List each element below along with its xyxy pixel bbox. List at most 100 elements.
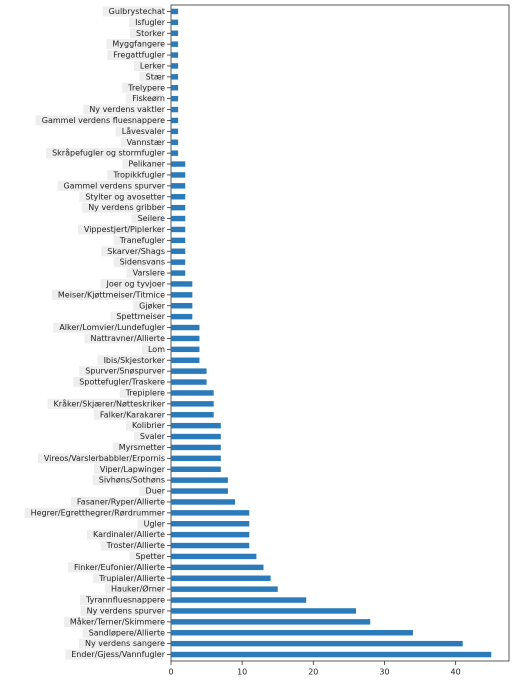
y-tick-label: Isfugler [135, 18, 166, 27]
x-tick-label: 20 [308, 668, 318, 677]
bar [171, 139, 179, 145]
x-tick-label: 30 [379, 668, 389, 677]
bar [171, 150, 179, 156]
label-background [122, 159, 163, 170]
y-tick-label: Viper/Lapwinger [100, 465, 166, 474]
y-tick-label: Lerker [140, 61, 166, 70]
y-tick-label: Gjøker [139, 301, 166, 310]
bar [171, 161, 186, 167]
y-tick-label: Spurver/Snøspurver [85, 367, 165, 376]
bar [171, 477, 228, 483]
y-tick-label: Myrsmetter [119, 443, 166, 452]
label-background [139, 71, 163, 82]
y-tick-label: Sidensvans [120, 258, 165, 267]
label-background [126, 420, 163, 431]
label-background [107, 50, 163, 61]
y-tick-label: Sivhøns/Sothøns [99, 476, 165, 485]
bar [171, 183, 186, 189]
label-background [35, 115, 163, 126]
label-background [110, 311, 163, 322]
label-background [83, 104, 163, 115]
y-tick-label: Alker/Lomvier/Lundefugler [59, 323, 165, 332]
label-background [133, 60, 163, 71]
label-background [82, 627, 163, 638]
label-background [92, 475, 163, 486]
bar [171, 368, 207, 374]
y-tick-label: Svaler [140, 432, 166, 441]
y-tick-label: Duer [146, 487, 166, 496]
y-tick-label: Falker/Karakarer [100, 410, 166, 419]
bar [171, 226, 186, 233]
label-background [93, 573, 163, 584]
bar [171, 379, 207, 385]
bar [171, 488, 228, 494]
y-tick-label: Sandløpere/Allierte [89, 628, 165, 637]
bar [171, 128, 179, 135]
bar [171, 510, 250, 516]
bar [171, 248, 186, 254]
bar [171, 597, 307, 603]
bar [171, 63, 179, 69]
label-background [93, 464, 163, 475]
y-tick-label: Ugler [144, 519, 166, 528]
y-tick-label: Låvesvaler [122, 126, 166, 136]
label-background [102, 6, 163, 17]
bar [171, 204, 186, 211]
bar [171, 586, 278, 592]
bar [171, 8, 179, 15]
label-background [87, 529, 163, 540]
label-background [115, 126, 163, 137]
y-tick-label: Gammel verdens fluesnappere [42, 116, 165, 125]
y-tick-label: Seilere [138, 214, 165, 223]
y-tick-label: Vireos/Varslerbabbler/Erpornis [44, 454, 165, 463]
bar [171, 564, 264, 571]
y-tick-label: Gammel verdens spurver [63, 181, 165, 190]
y-tick-label: Trelypere [127, 83, 165, 92]
y-tick-label: Vannstær [127, 138, 166, 147]
label-background [130, 28, 163, 39]
y-tick-label: Joer og tyvjoer [106, 279, 166, 288]
y-tick-label: Ny verdens gribber [88, 203, 166, 212]
y-tick-label: Spottefugler/Traskere [79, 378, 165, 387]
bar [171, 19, 179, 26]
bar [171, 335, 200, 342]
bar [171, 531, 250, 538]
label-background [37, 453, 163, 464]
y-tick-label: Fasaner/Ryper/Allierte [77, 497, 165, 506]
label-background [77, 224, 163, 235]
y-tick-label: Kolibrier [132, 421, 166, 430]
y-tick-label: Hauker/Ørner [111, 584, 166, 594]
bar [171, 433, 221, 440]
y-tick-label: Kråker/Skjærer/Nøtteskriker [54, 398, 166, 408]
y-tick-label: Lom [148, 345, 165, 354]
bar [171, 651, 492, 658]
bar [171, 412, 214, 418]
label-background [113, 235, 163, 246]
label-background [106, 39, 163, 50]
bar [171, 630, 413, 636]
bar [171, 346, 200, 353]
y-tick-label: Stylter og avosetter [85, 192, 165, 201]
bar [171, 117, 179, 124]
label-background [119, 387, 163, 398]
label-background [51, 289, 163, 300]
label-background [57, 180, 163, 191]
y-tick-label: Trepiplere [125, 388, 165, 397]
y-tick-label: Myggfangere [112, 40, 165, 49]
label-background [141, 344, 163, 355]
bar [171, 521, 250, 527]
bar [171, 444, 221, 451]
bar [171, 553, 257, 560]
y-tick-label: Stær [146, 72, 166, 81]
y-tick-label: Storker [136, 29, 166, 38]
y-tick-label: Fiskeørn [132, 94, 165, 103]
y-tick-label: Spetter [135, 552, 165, 561]
label-background [93, 409, 163, 420]
label-background [67, 562, 163, 573]
y-tick-label: Finker/Eufonier/Allierte [74, 563, 165, 572]
label-background [105, 584, 163, 595]
label-background [129, 17, 163, 28]
bar [171, 542, 250, 549]
bar [171, 215, 186, 222]
